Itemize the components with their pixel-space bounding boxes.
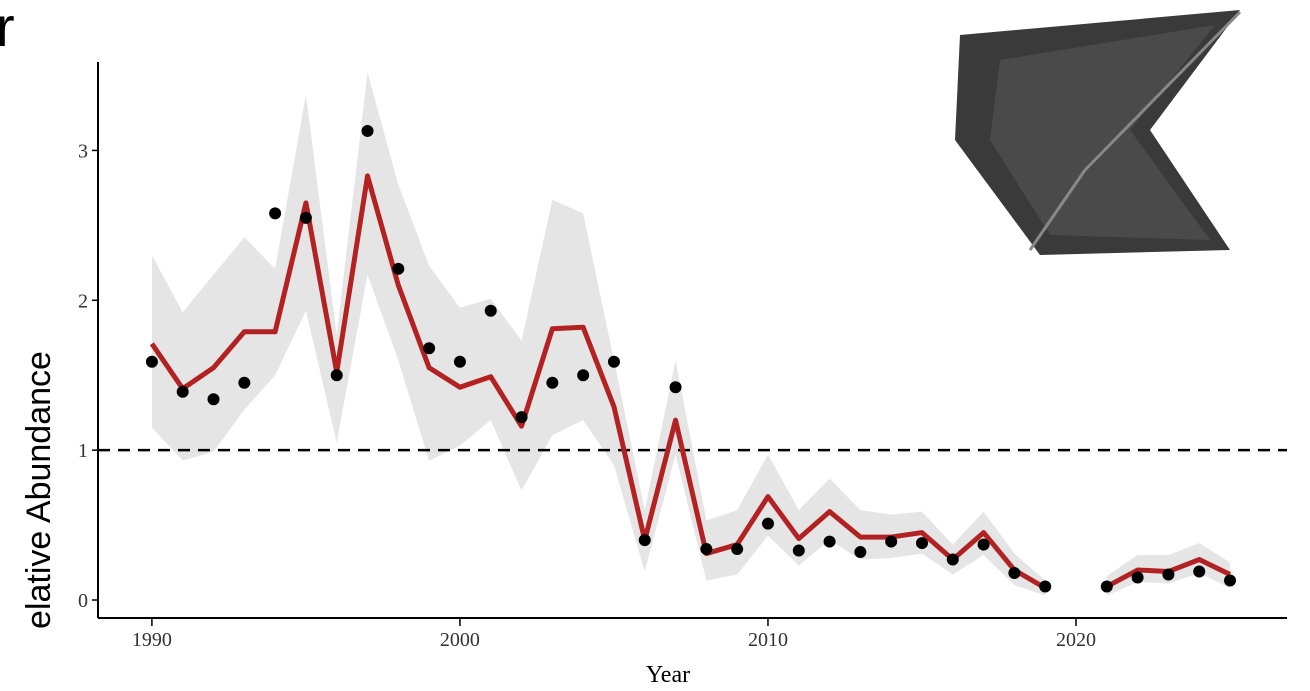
data-point — [915, 537, 928, 550]
data-point — [238, 376, 251, 389]
data-point — [484, 304, 497, 317]
confidence-band — [151, 72, 1046, 596]
data-point — [269, 207, 282, 220]
data-point — [885, 535, 898, 548]
data-point — [1162, 568, 1175, 581]
x-tick-label: 1990 — [132, 629, 172, 651]
data-point — [1193, 565, 1206, 578]
y-tick-label: 1 — [78, 440, 88, 462]
data-point — [392, 262, 405, 275]
data-point — [1039, 580, 1052, 593]
data-point — [1100, 580, 1113, 593]
data-point — [299, 211, 312, 224]
x-axis-label: Year — [646, 662, 690, 688]
data-point — [423, 342, 436, 355]
chart-title: r — [0, 0, 15, 58]
data-point — [731, 543, 744, 556]
data-point — [977, 538, 990, 551]
data-point — [361, 124, 374, 137]
data-point — [330, 369, 343, 382]
y-tick-label: 2 — [78, 290, 88, 312]
y-tick-label: 3 — [78, 140, 88, 162]
y-tick-label: 0 — [78, 590, 88, 612]
data-point — [1224, 574, 1237, 587]
data-point — [761, 517, 774, 530]
data-point — [1008, 567, 1021, 580]
data-point — [638, 534, 651, 547]
data-point — [577, 369, 590, 382]
data-point — [669, 381, 682, 394]
data-point — [607, 355, 620, 368]
data-point — [145, 355, 158, 368]
trap-photo — [955, 10, 1242, 255]
fitted-line — [149, 173, 1047, 591]
data-point — [792, 544, 805, 557]
data-point — [854, 546, 867, 559]
data-point — [700, 543, 713, 556]
data-point — [946, 553, 959, 566]
data-point — [176, 385, 189, 398]
data-point — [546, 376, 559, 389]
data-point — [823, 535, 836, 548]
x-tick-label: 2000 — [440, 629, 480, 651]
data-point — [207, 393, 220, 406]
data-point — [453, 355, 466, 368]
x-tick-label: 2020 — [1056, 629, 1096, 651]
x-tick-label: 2010 — [748, 629, 788, 651]
y-axis-label: elative Abundance — [20, 351, 58, 629]
data-point — [515, 411, 528, 424]
data-point — [1131, 571, 1144, 584]
